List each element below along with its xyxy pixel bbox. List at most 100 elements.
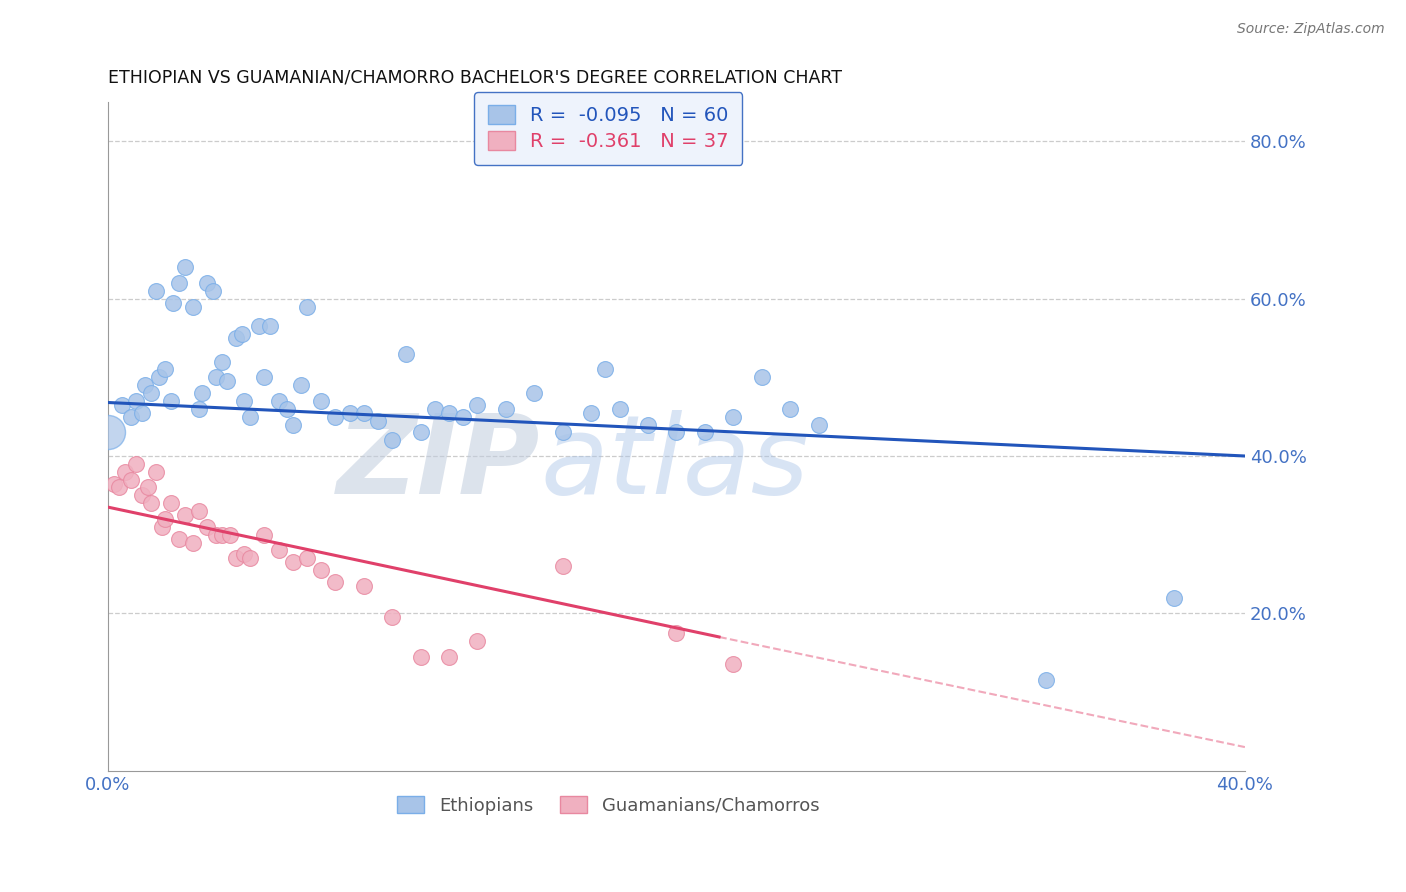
Point	[239, 551, 262, 566]
Point	[145, 465, 167, 479]
Point	[153, 362, 176, 376]
Point	[367, 414, 389, 428]
Point	[139, 496, 162, 510]
Point	[751, 370, 773, 384]
Point	[181, 300, 204, 314]
Point	[108, 480, 131, 494]
Point	[309, 563, 332, 577]
Point	[290, 378, 312, 392]
Point	[197, 276, 219, 290]
Point	[97, 425, 120, 440]
Point	[281, 417, 304, 432]
Point	[495, 401, 517, 416]
Point	[665, 425, 688, 440]
Point	[167, 532, 190, 546]
Point	[159, 496, 181, 510]
Point	[693, 425, 716, 440]
Point	[779, 401, 801, 416]
Point	[409, 425, 432, 440]
Point	[131, 406, 153, 420]
Point	[281, 555, 304, 569]
Point	[267, 543, 290, 558]
Point	[211, 354, 233, 368]
Point	[467, 633, 489, 648]
Point	[309, 393, 332, 408]
Point	[233, 547, 256, 561]
Point	[353, 406, 375, 420]
Point	[217, 374, 239, 388]
Point	[136, 480, 159, 494]
Text: ZIP: ZIP	[336, 409, 540, 516]
Point	[125, 393, 148, 408]
Point	[225, 551, 247, 566]
Point	[551, 425, 574, 440]
Point	[295, 300, 318, 314]
Point	[181, 535, 204, 549]
Text: Source: ZipAtlas.com: Source: ZipAtlas.com	[1237, 22, 1385, 37]
Point	[231, 326, 253, 341]
Point	[125, 457, 148, 471]
Point	[381, 434, 404, 448]
Point	[167, 276, 190, 290]
Text: atlas: atlas	[540, 409, 808, 516]
Point	[148, 370, 170, 384]
Point	[120, 473, 142, 487]
Point	[103, 476, 125, 491]
Point	[134, 378, 156, 392]
Point	[233, 393, 256, 408]
Point	[131, 488, 153, 502]
Point	[295, 551, 318, 566]
Point	[609, 401, 631, 416]
Point	[239, 409, 262, 424]
Point	[191, 386, 214, 401]
Point	[409, 649, 432, 664]
Point	[723, 657, 745, 672]
Point	[205, 527, 228, 541]
Point	[437, 406, 460, 420]
Point	[595, 362, 617, 376]
Point	[579, 406, 602, 420]
Point	[339, 406, 361, 420]
Point	[267, 393, 290, 408]
Point	[551, 559, 574, 574]
Point	[259, 319, 281, 334]
Point	[381, 610, 404, 624]
Point	[219, 527, 242, 541]
Point	[159, 393, 181, 408]
Point	[145, 284, 167, 298]
Point	[637, 417, 659, 432]
Point	[150, 520, 173, 534]
Point	[395, 347, 418, 361]
Point	[225, 331, 247, 345]
Point	[120, 409, 142, 424]
Point	[523, 386, 546, 401]
Point	[139, 386, 162, 401]
Point	[807, 417, 830, 432]
Point	[1163, 591, 1185, 605]
Point	[187, 401, 209, 416]
Point	[451, 409, 474, 424]
Point	[276, 401, 298, 416]
Point	[325, 574, 347, 589]
Point	[665, 626, 688, 640]
Point	[437, 649, 460, 664]
Text: ETHIOPIAN VS GUAMANIAN/CHAMORRO BACHELOR'S DEGREE CORRELATION CHART: ETHIOPIAN VS GUAMANIAN/CHAMORRO BACHELOR…	[108, 69, 842, 87]
Point	[197, 520, 219, 534]
Point	[162, 295, 184, 310]
Point	[173, 508, 195, 522]
Point	[202, 284, 225, 298]
Point	[253, 527, 276, 541]
Point	[1035, 673, 1057, 688]
Point	[153, 512, 176, 526]
Point	[111, 398, 134, 412]
Point	[205, 370, 228, 384]
Point	[187, 504, 209, 518]
Point	[423, 401, 446, 416]
Point	[325, 409, 347, 424]
Point	[211, 527, 233, 541]
Point	[253, 370, 276, 384]
Legend: Ethiopians, Guamanians/Chamorros: Ethiopians, Guamanians/Chamorros	[389, 789, 827, 822]
Point	[467, 398, 489, 412]
Point	[114, 465, 136, 479]
Point	[723, 409, 745, 424]
